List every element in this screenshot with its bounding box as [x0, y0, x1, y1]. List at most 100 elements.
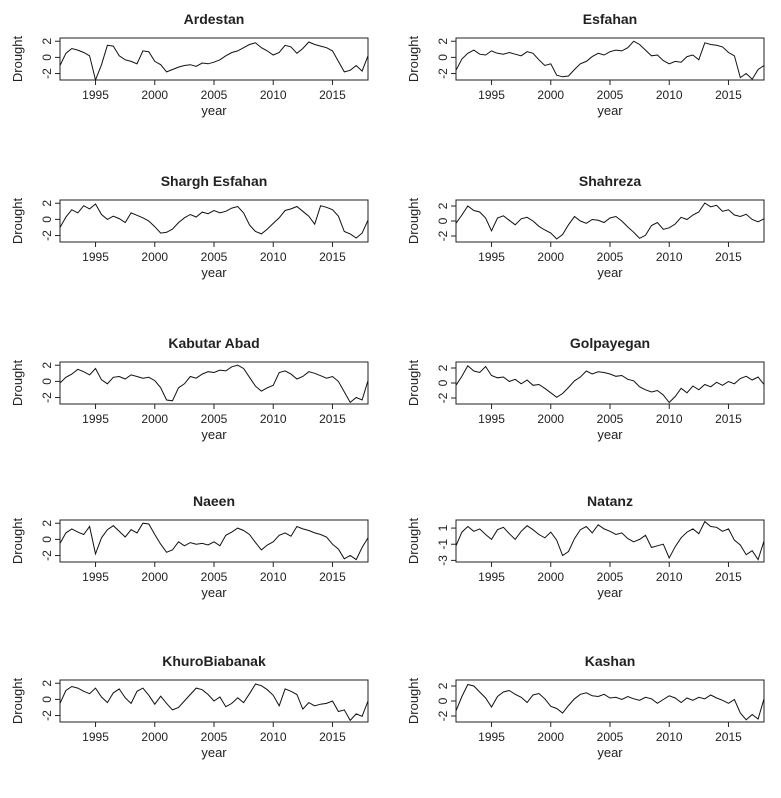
plot-frame: [59, 519, 369, 563]
drought-series-line: [59, 522, 369, 561]
x-tick-label: 2005: [201, 570, 228, 584]
x-tick-label: 2000: [537, 730, 564, 744]
x-tick-label: 2015: [319, 250, 346, 264]
y-tick-label: -2: [40, 710, 54, 721]
y-tick-label: 2: [436, 38, 450, 45]
drought-series-line: [455, 202, 765, 240]
y-tick-label: 2: [436, 202, 450, 209]
x-tick-label: 2005: [201, 730, 228, 744]
y-tick-label: 2: [436, 364, 450, 371]
x-tick-label: 1995: [478, 250, 505, 264]
x-tick-label: 2015: [715, 250, 742, 264]
x-tick-label: 2010: [656, 88, 683, 102]
x-tick-label: 2015: [319, 88, 346, 102]
x-tick-label: 1995: [82, 412, 109, 426]
x-tick-label: 2000: [141, 88, 168, 102]
y-tick-label: 0: [436, 379, 450, 386]
drought-series-line: [455, 683, 765, 721]
panel-title: Ardestan: [184, 11, 245, 27]
y-tick-label: 2: [40, 200, 54, 207]
x-axis-label: year: [201, 103, 227, 118]
x-tick-label: 2005: [201, 412, 228, 426]
y-tick-label: 2: [436, 682, 450, 689]
x-tick-label: 2010: [260, 570, 287, 584]
drought-series-line: [59, 364, 369, 404]
x-tick-label: 2000: [537, 570, 564, 584]
x-tick-label: 2000: [537, 250, 564, 264]
y-tick-label: -2: [40, 68, 54, 79]
x-tick-label: 1995: [478, 88, 505, 102]
x-tick-label: 2010: [656, 730, 683, 744]
x-tick-label: 2010: [656, 250, 683, 264]
y-tick-label: 2: [40, 38, 54, 45]
y-tick-label: -2: [40, 550, 54, 561]
y-axis-label: Drought: [10, 197, 25, 244]
panel-title: Shargh Esfahan: [161, 173, 268, 189]
y-tick-label: 0: [436, 217, 450, 224]
x-tick-label: 2005: [597, 412, 624, 426]
drought-series-line: [59, 203, 369, 239]
y-axis-label: Drought: [406, 197, 421, 244]
x-axis-label: year: [201, 585, 227, 600]
panel-title: Esfahan: [583, 11, 637, 27]
panel-title: Shahreza: [579, 173, 641, 189]
y-axis-label: Drought: [10, 517, 25, 564]
drought-series-line: [455, 365, 765, 404]
x-axis-label: year: [201, 745, 227, 760]
drought-series-line: [59, 41, 369, 82]
panel-title: Kashan: [585, 653, 636, 669]
x-tick-label: 1995: [82, 250, 109, 264]
x-tick-label: 1995: [478, 570, 505, 584]
x-tick-label: 2010: [260, 730, 287, 744]
panel-title: Naeen: [193, 493, 235, 509]
y-tick-label: -2: [436, 230, 450, 241]
panel-title: Kabutar Abad: [168, 335, 259, 351]
x-axis-label: year: [597, 103, 623, 118]
panel-title: Golpayegan: [570, 335, 650, 351]
drought-series-line: [59, 683, 369, 722]
y-tick-label: 0: [436, 54, 450, 61]
drought-series-line: [455, 40, 765, 80]
y-axis-label: Drought: [406, 359, 421, 406]
panel-title: Natanz: [587, 493, 633, 509]
plot-frame: [455, 37, 765, 81]
x-tick-label: 1995: [82, 570, 109, 584]
x-axis-label: year: [597, 745, 623, 760]
x-axis-label: year: [201, 265, 227, 280]
x-axis-label: year: [201, 427, 227, 442]
x-tick-label: 2015: [319, 730, 346, 744]
y-tick-label: -2: [436, 710, 450, 721]
panel-title: KhuroBiabanak: [162, 653, 266, 669]
x-tick-label: 2005: [597, 730, 624, 744]
x-tick-label: 2010: [260, 412, 287, 426]
y-axis-label: Drought: [10, 677, 25, 724]
x-tick-label: 2000: [141, 412, 168, 426]
x-tick-label: 2000: [141, 570, 168, 584]
x-tick-label: 2010: [260, 250, 287, 264]
x-tick-label: 1995: [478, 412, 505, 426]
x-tick-label: 2000: [537, 88, 564, 102]
plot-frame: [455, 519, 765, 563]
y-axis-label: Drought: [406, 35, 421, 82]
x-tick-label: 2005: [201, 250, 228, 264]
x-tick-label: 2010: [656, 412, 683, 426]
x-tick-label: 2015: [319, 412, 346, 426]
y-tick-label: -2: [40, 230, 54, 241]
y-tick-label: 0: [436, 697, 450, 704]
y-tick-label: 0: [40, 54, 54, 61]
x-tick-label: 2015: [715, 88, 742, 102]
y-tick-label: 0: [40, 378, 54, 385]
y-axis-label: Drought: [406, 517, 421, 564]
y-tick-label: 0: [40, 216, 54, 223]
plot-frame: [59, 37, 369, 81]
x-tick-label: 2010: [260, 88, 287, 102]
x-axis-label: year: [597, 427, 623, 442]
y-tick-label: -2: [40, 392, 54, 403]
y-tick-label: -2: [436, 392, 450, 403]
x-tick-label: 2015: [715, 412, 742, 426]
y-tick-label: 2: [40, 680, 54, 687]
y-tick-label: 2: [40, 520, 54, 527]
y-axis-label: Drought: [10, 359, 25, 406]
y-tick-label: -2: [436, 68, 450, 79]
